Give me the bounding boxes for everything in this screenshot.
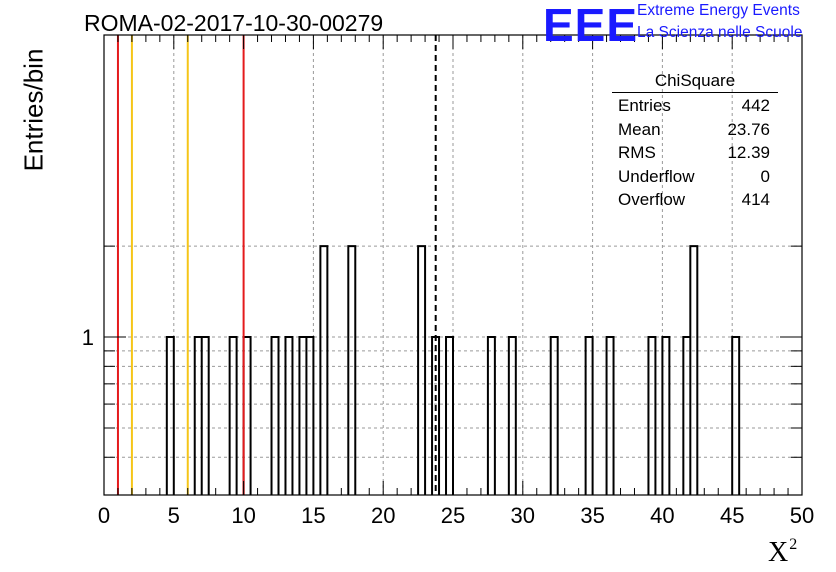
x-tick-label: 40 bbox=[650, 503, 674, 528]
stats-label: Underflow bbox=[618, 166, 695, 186]
x-axis-label: X2 bbox=[768, 536, 797, 569]
stats-box-title: ChiSquare bbox=[612, 70, 778, 93]
stats-value: 23.76 bbox=[727, 119, 770, 139]
stats-value: 12.39 bbox=[727, 143, 770, 162]
stats-value: 414 bbox=[741, 190, 770, 209]
x-tick-label: 25 bbox=[441, 503, 465, 528]
x-tick-label: 35 bbox=[580, 503, 604, 528]
x-tick-label: 10 bbox=[231, 503, 255, 528]
stats-label: Mean bbox=[618, 119, 661, 139]
chart-title: ROMA-02-2017-10-30-00279 bbox=[84, 10, 384, 36]
histogram-bins bbox=[165, 245, 741, 495]
stats-box: ChiSquare Entries 442 Mean 23.76 RMS 12.… bbox=[612, 70, 778, 212]
stats-value: 442 bbox=[741, 96, 770, 115]
logo-tagline-2: La Scienza nelle Scuole bbox=[637, 24, 803, 41]
stats-row-rms: RMS 12.39 bbox=[612, 141, 778, 165]
x-tick-label: 20 bbox=[371, 503, 395, 528]
stats-label: Overflow bbox=[618, 190, 686, 209]
y-tick-label: 1 bbox=[82, 325, 94, 350]
stats-value: 0 bbox=[760, 166, 770, 186]
x-axis-label-superscript: 2 bbox=[789, 536, 798, 553]
stats-label: Entries bbox=[618, 96, 671, 115]
stats-row-underflow: Underflow 0 bbox=[612, 165, 778, 189]
y-axis-label: Entries/bin bbox=[18, 48, 49, 172]
x-tick-label: 45 bbox=[720, 503, 744, 528]
stats-row-overflow: Overflow 414 bbox=[612, 188, 778, 212]
x-axis-label-symbol: X bbox=[768, 537, 789, 568]
eee-logo: EEE bbox=[543, 0, 639, 51]
stats-row-entries: Entries 442 bbox=[612, 94, 778, 118]
x-tick-label: 15 bbox=[301, 503, 325, 528]
x-tick-label: 5 bbox=[168, 503, 180, 528]
logo-tagline-1: Extreme Energy Events bbox=[637, 2, 800, 19]
stats-label: RMS bbox=[618, 143, 656, 162]
stats-row-mean: Mean 23.76 bbox=[612, 118, 778, 142]
x-tick-label: 30 bbox=[511, 503, 535, 528]
x-tick-label: 50 bbox=[790, 503, 814, 528]
x-tick-label: 0 bbox=[98, 503, 110, 528]
